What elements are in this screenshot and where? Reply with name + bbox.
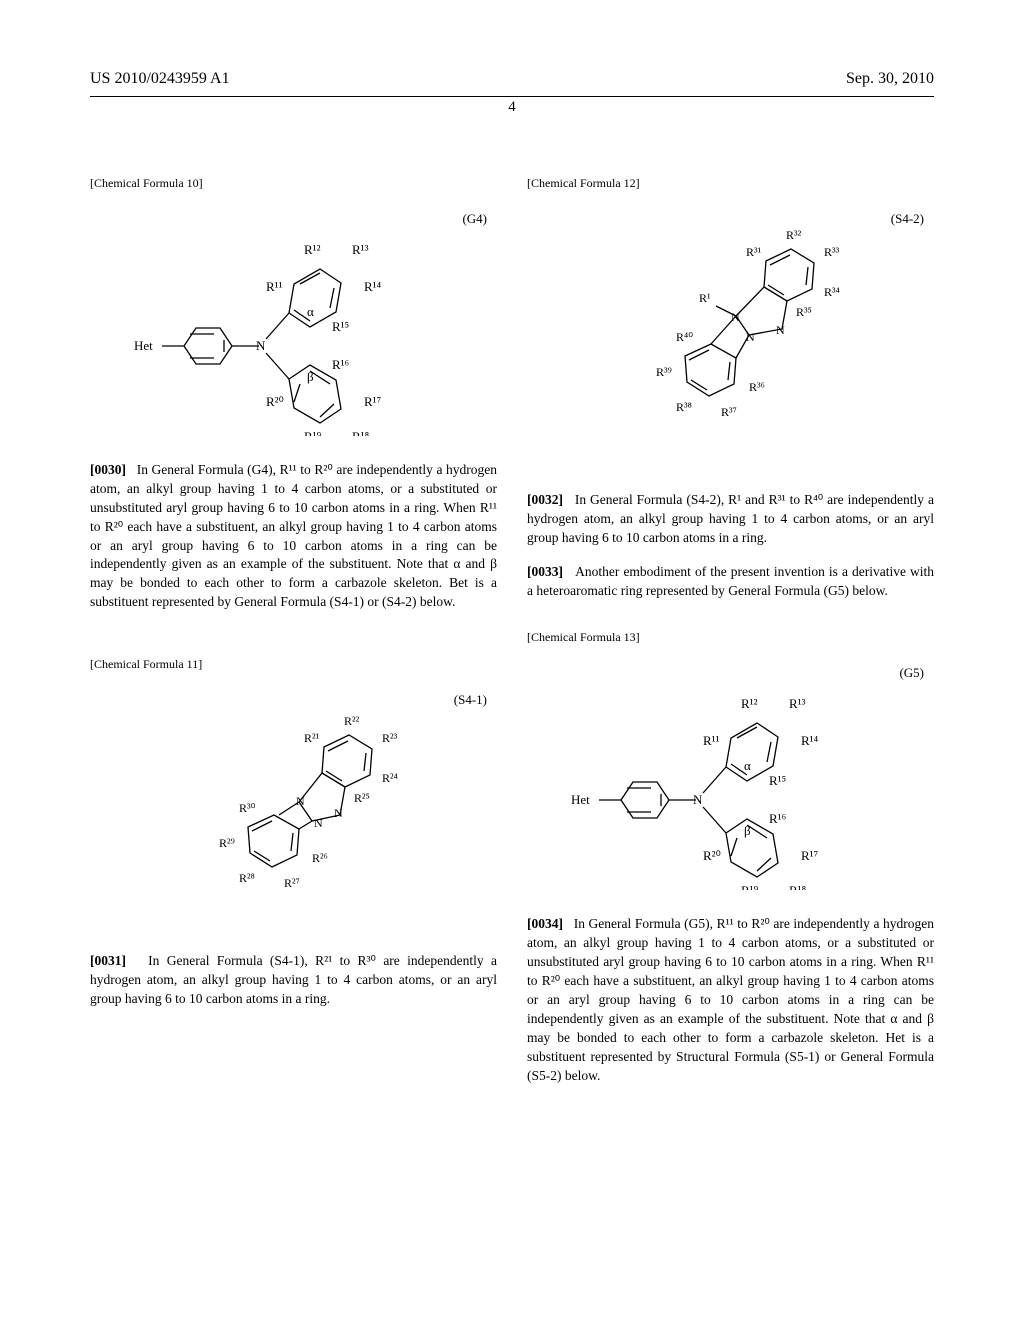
- left-column: [Chemical Formula 10] (G4): [90, 176, 497, 1100]
- svg-text:R²⁰: R²⁰: [703, 848, 721, 863]
- svg-text:R²⁵: R²⁵: [354, 791, 370, 805]
- svg-text:R¹⁴: R¹⁴: [801, 733, 819, 748]
- svg-text:R³⁹: R³⁹: [656, 365, 672, 379]
- para-num-0030: [0030]: [90, 462, 126, 477]
- svg-text:β: β: [744, 823, 751, 838]
- para-num-0033: [0033]: [527, 564, 563, 579]
- formula-12-label: [Chemical Formula 12]: [527, 176, 934, 191]
- para-text-0034: In General Formula (G5), R¹¹ to R²⁰ are …: [527, 916, 934, 1082]
- formula-tag-s42: (S4-2): [891, 211, 924, 227]
- svg-text:R¹²: R¹²: [741, 696, 758, 711]
- svg-text:N: N: [693, 792, 703, 807]
- svg-text:R¹¹: R¹¹: [266, 279, 283, 294]
- svg-text:R²⁸: R²⁸: [239, 871, 255, 885]
- formula-tag-s41: (S4-1): [454, 692, 487, 708]
- svg-text:R¹⁹: R¹⁹: [304, 429, 322, 436]
- para-num-0031: [0031]: [90, 953, 126, 968]
- svg-text:R¹³: R¹³: [352, 242, 369, 257]
- svg-text:N: N: [314, 816, 323, 830]
- svg-text:R¹³: R¹³: [789, 696, 806, 711]
- publication-number: US 2010/0243959 A1: [90, 70, 230, 88]
- page-number: 4: [90, 99, 934, 116]
- svg-text:R¹⁴: R¹⁴: [364, 279, 382, 294]
- svg-text:R¹⁹: R¹⁹: [741, 883, 759, 890]
- svg-text:R⁴⁰: R⁴⁰: [676, 330, 693, 344]
- svg-text:β: β: [307, 369, 314, 384]
- chemical-structure-g5: (G5): [527, 660, 934, 890]
- svg-text:N: N: [334, 806, 343, 820]
- header-divider: [90, 96, 934, 97]
- formula-10-label: [Chemical Formula 10]: [90, 176, 497, 191]
- paragraph-0034: [0034] In General Formula (G5), R¹¹ to R…: [527, 915, 934, 1085]
- svg-text:R¹⁷: R¹⁷: [801, 848, 818, 863]
- svg-text:R¹: R¹: [699, 291, 711, 305]
- formula-tag-g5: (G5): [899, 665, 924, 681]
- svg-text:N: N: [731, 310, 740, 324]
- svg-text:R¹⁵: R¹⁵: [769, 773, 786, 788]
- svg-text:R²²: R²²: [344, 714, 360, 728]
- structure-g4-svg: Het N R¹¹ R¹² R¹³ R¹⁴ R¹⁵ α R¹⁶ R¹⁷ R¹⁸ …: [134, 206, 454, 436]
- svg-text:R³⁶: R³⁶: [749, 380, 765, 394]
- svg-text:N: N: [256, 338, 266, 353]
- chemical-structure-g4: (G4): [90, 206, 497, 436]
- formula-11-label: [Chemical Formula 11]: [90, 657, 497, 672]
- svg-text:Het: Het: [571, 792, 590, 807]
- svg-text:R²⁴: R²⁴: [382, 771, 398, 785]
- chemical-structure-s42: (S4-2): [527, 206, 934, 466]
- publication-date: Sep. 30, 2010: [846, 70, 934, 88]
- content-columns: [Chemical Formula 10] (G4): [90, 176, 934, 1100]
- svg-text:R³⁴: R³⁴: [824, 285, 840, 299]
- svg-text:R²⁰: R²⁰: [266, 394, 284, 409]
- paragraph-0033: [0033] Another embodiment of the present…: [527, 563, 934, 601]
- svg-text:R³⁸: R³⁸: [676, 400, 692, 414]
- svg-text:R¹⁷: R¹⁷: [364, 394, 381, 409]
- svg-text:R²¹: R²¹: [304, 731, 320, 745]
- svg-text:R¹⁸: R¹⁸: [352, 429, 370, 436]
- svg-text:R¹⁵: R¹⁵: [332, 319, 349, 334]
- para-num-0032: [0032]: [527, 492, 563, 507]
- page-header: US 2010/0243959 A1 Sep. 30, 2010: [90, 70, 934, 88]
- para-text-0031: In General Formula (S4-1), R²¹ to R³⁰ ar…: [90, 953, 497, 1006]
- svg-text:R³⁵: R³⁵: [796, 305, 812, 319]
- para-text-0033: Another embodiment of the present invent…: [527, 564, 934, 598]
- structure-g5-svg: Het N R¹¹ R¹² R¹³ R¹⁴ R¹⁵ α R¹⁶ R¹⁷ R¹⁸ …: [571, 660, 891, 890]
- paragraph-0031: [0031] In General Formula (S4-1), R²¹ to…: [90, 952, 497, 1009]
- chemical-structure-s41: (S4-1): [90, 687, 497, 927]
- svg-text:N: N: [746, 330, 755, 344]
- svg-text:α: α: [744, 758, 751, 773]
- svg-text:R³²: R³²: [786, 228, 802, 242]
- svg-text:R¹⁶: R¹⁶: [332, 357, 349, 372]
- svg-text:N: N: [296, 794, 305, 808]
- svg-text:R²⁶: R²⁶: [312, 851, 328, 865]
- right-column: [Chemical Formula 12] (S4-2): [527, 176, 934, 1100]
- para-num-0034: [0034]: [527, 916, 563, 931]
- svg-text:R²³: R²³: [382, 731, 398, 745]
- formula-13-label: [Chemical Formula 13]: [527, 630, 934, 645]
- svg-text:R¹¹: R¹¹: [703, 733, 720, 748]
- structure-s41-svg: N N N R²¹ R²² R²³ R²⁴ R²⁵ R²⁶ R²⁷ R²⁸ R²…: [144, 687, 444, 927]
- svg-text:Het: Het: [134, 338, 153, 353]
- svg-text:α: α: [307, 304, 314, 319]
- svg-text:R³⁰: R³⁰: [239, 801, 256, 815]
- svg-text:R²⁹: R²⁹: [219, 836, 235, 850]
- svg-text:R¹⁶: R¹⁶: [769, 811, 786, 826]
- structure-s42-svg: N N N R¹ R³¹ R³² R³³ R³⁴ R³⁵ R³⁶ R³⁷ R³⁸…: [581, 206, 881, 466]
- formula-tag-g4: (G4): [462, 211, 487, 227]
- svg-text:R¹⁸: R¹⁸: [789, 883, 807, 890]
- svg-text:R³⁷: R³⁷: [721, 405, 737, 419]
- svg-text:R¹²: R¹²: [304, 242, 321, 257]
- paragraph-0030: [0030] In General Formula (G4), R¹¹ to R…: [90, 461, 497, 612]
- svg-text:R²⁷: R²⁷: [284, 876, 300, 890]
- svg-text:R³¹: R³¹: [746, 245, 762, 259]
- para-text-0030: In General Formula (G4), R¹¹ to R²⁰ are …: [90, 462, 497, 609]
- para-text-0032: In General Formula (S4-2), R¹ and R³¹ to…: [527, 492, 934, 545]
- svg-text:R³³: R³³: [824, 245, 840, 259]
- paragraph-0032: [0032] In General Formula (S4-2), R¹ and…: [527, 491, 934, 548]
- svg-text:N: N: [776, 323, 785, 337]
